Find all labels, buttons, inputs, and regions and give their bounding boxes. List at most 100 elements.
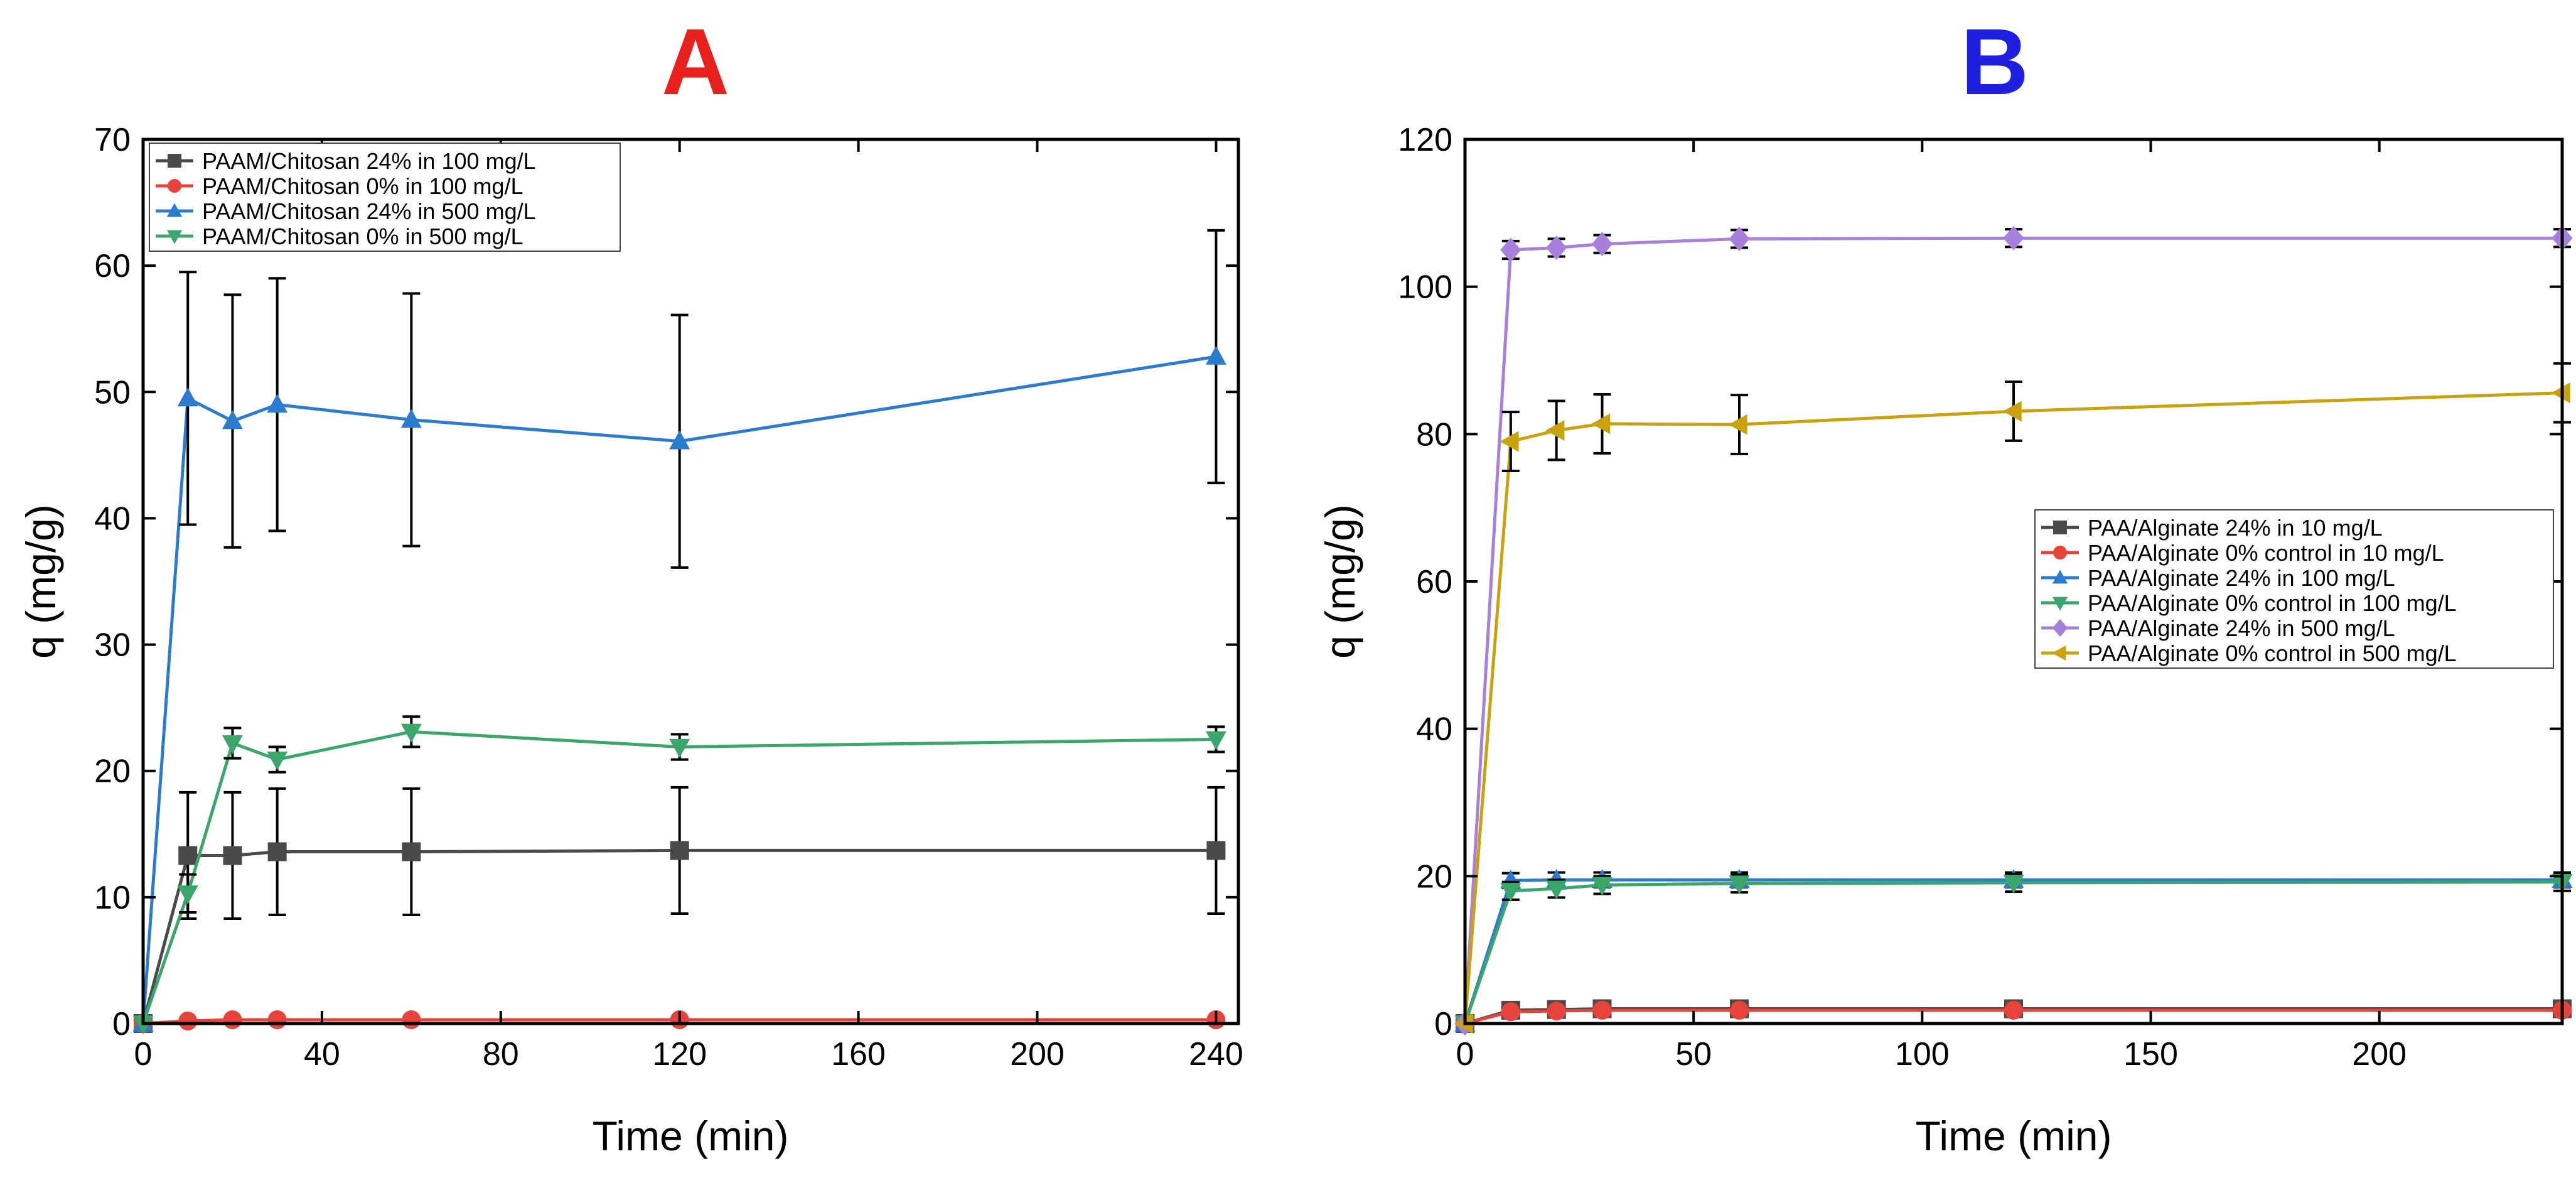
panel-b-y-tick-label: 0 [1434, 1006, 1452, 1042]
data-point [1729, 226, 1750, 251]
data-point [2003, 225, 2024, 251]
panel-a-label: A [662, 9, 729, 114]
data-point [1592, 232, 1613, 257]
legend-box [149, 143, 621, 252]
panel-a-x-tick-label: 40 [304, 1036, 340, 1072]
data-point [1546, 880, 1567, 900]
data-point [267, 751, 288, 770]
panel-b-legend: PAA/Alginate 24% in 10 mg/LPAA/Alginate … [2034, 509, 2554, 669]
panel-b-y-tick-label: 120 [1398, 122, 1452, 158]
series-2 [1456, 1000, 2572, 1033]
panel-a-x-tick-label: 120 [652, 1036, 707, 1072]
panel-a-y-tick-label: 60 [94, 248, 131, 284]
data-point [400, 723, 422, 743]
data-point [400, 409, 422, 428]
data-point [1591, 413, 1611, 435]
data-point [222, 410, 243, 429]
data-point [222, 735, 243, 754]
panel-b-y-axis-title: q (mg/g) [1317, 504, 1363, 659]
data-point [223, 1010, 242, 1029]
panel-a-y-tick-label: 10 [94, 880, 131, 916]
panel-a-legend: PAAM/Chitosan 24% in 100 mg/LPAAM/Chitos… [149, 143, 621, 252]
legend-entry-label: PAA/Alginate 0% control in 500 mg/L [2088, 640, 2457, 666]
data-point [1730, 1000, 1749, 1020]
chart-panel-b: B 0 50 100 150 200 0 20 40 60 80 100 120 Time (min)… [1317, 9, 2573, 1159]
panel-a-y-tick-label: 50 [94, 374, 131, 411]
data-point [1728, 414, 1747, 435]
series-1 [134, 786, 1226, 1033]
series-4 [132, 715, 1226, 1035]
data-point [2002, 401, 2022, 422]
data-point [178, 1011, 198, 1030]
panel-a-y-axis-title: q (mg/g) [18, 504, 64, 659]
data-point [1206, 841, 1226, 860]
panel-b-x-tick-label: 200 [2352, 1036, 2407, 1072]
data-point [1205, 731, 1226, 750]
data-point [1500, 883, 1521, 902]
panel-a-y-tick-label: 40 [94, 500, 131, 537]
legend-entry-label: PAAM/Chitosan 24% in 100 mg/L [202, 148, 536, 174]
panel-a-y-tick-label: 0 [112, 1006, 131, 1042]
panel-a-x-axis-title: Time (min) [593, 1113, 789, 1159]
panel-a-x-tick-label: 80 [483, 1036, 519, 1072]
legend-entry-label: PAA/Alginate 24% in 10 mg/L [2088, 515, 2383, 541]
data-point [177, 387, 198, 407]
panel-b-x-tick-label: 0 [1456, 1036, 1474, 1072]
legend-box [2034, 509, 2554, 669]
legend-entry-label: PAAM/Chitosan 0% in 500 mg/L [202, 224, 523, 249]
panel-a-x-tick-label: 200 [1010, 1036, 1065, 1072]
panel-a-y-tick-label: 20 [94, 754, 131, 790]
series-6 [1454, 362, 2571, 1034]
data-point [267, 394, 288, 413]
legend-entry-label: PAA/Alginate 24% in 100 mg/L [2088, 565, 2395, 591]
panel-b-x-tick-label: 100 [1895, 1036, 1950, 1072]
legend-entry-label: PAA/Alginate 24% in 500 mg/L [2088, 615, 2395, 641]
data-point [1545, 419, 1565, 441]
data-point [1501, 1002, 1520, 1022]
series-5 [1454, 225, 2573, 1036]
legend-marker [2053, 546, 2067, 559]
legend-entry-label: PAA/Alginate 0% control in 100 mg/L [2088, 590, 2457, 616]
panel-b-label: B [1961, 9, 2029, 114]
data-point [223, 846, 242, 865]
data-point [178, 846, 198, 865]
data-point [1500, 237, 1521, 262]
data-point [267, 1010, 287, 1029]
data-point [402, 842, 421, 862]
legend-marker [2052, 597, 2068, 611]
legend-marker [2052, 619, 2068, 637]
data-point [2003, 875, 2024, 894]
data-point [1592, 1000, 1612, 1020]
data-point [267, 842, 287, 862]
data-point [669, 430, 690, 450]
panel-a-x-tick-label: 160 [831, 1036, 886, 1072]
data-point [1500, 431, 1519, 452]
legend-marker [168, 154, 181, 168]
panel-b-y-tick-label: 40 [1416, 711, 1452, 748]
chart-panel-a: A 0 40 80 120 160 200 240 0 10 20 30 40 50 60 70 Time … [18, 9, 1243, 1159]
data-point [1547, 1002, 1566, 1021]
data-point [1592, 877, 1613, 896]
data-point [1546, 235, 1567, 260]
legend-entry-label: PAAM/Chitosan 0% in 100 mg/L [202, 173, 523, 199]
data-point [669, 738, 690, 758]
legend-entry-label: PAA/Alginate 0% control in 10 mg/L [2088, 540, 2444, 566]
data-point [177, 885, 198, 905]
panel-a-x-tick-label: 0 [134, 1036, 153, 1072]
panel-b-y-tick-label: 20 [1416, 858, 1452, 895]
panel-b-y-tick-label: 60 [1416, 564, 1452, 600]
panel-a-x-tick-label: 240 [1189, 1036, 1243, 1072]
series-3 [132, 229, 1226, 1032]
panel-b-y-tick-label: 80 [1416, 416, 1452, 453]
legend-marker [166, 230, 183, 244]
data-point [402, 1010, 421, 1029]
panel-a-plot-frame [141, 138, 1240, 1025]
panel-a-y-tick-label: 30 [94, 627, 131, 664]
series-line [1463, 391, 2563, 1024]
panel-b-x-tick-label: 150 [2123, 1036, 2178, 1072]
legend-marker [2052, 570, 2068, 584]
legend-marker [166, 203, 183, 217]
panel-b-x-tick-label: 50 [1675, 1036, 1712, 1072]
data-point [1729, 875, 1750, 895]
